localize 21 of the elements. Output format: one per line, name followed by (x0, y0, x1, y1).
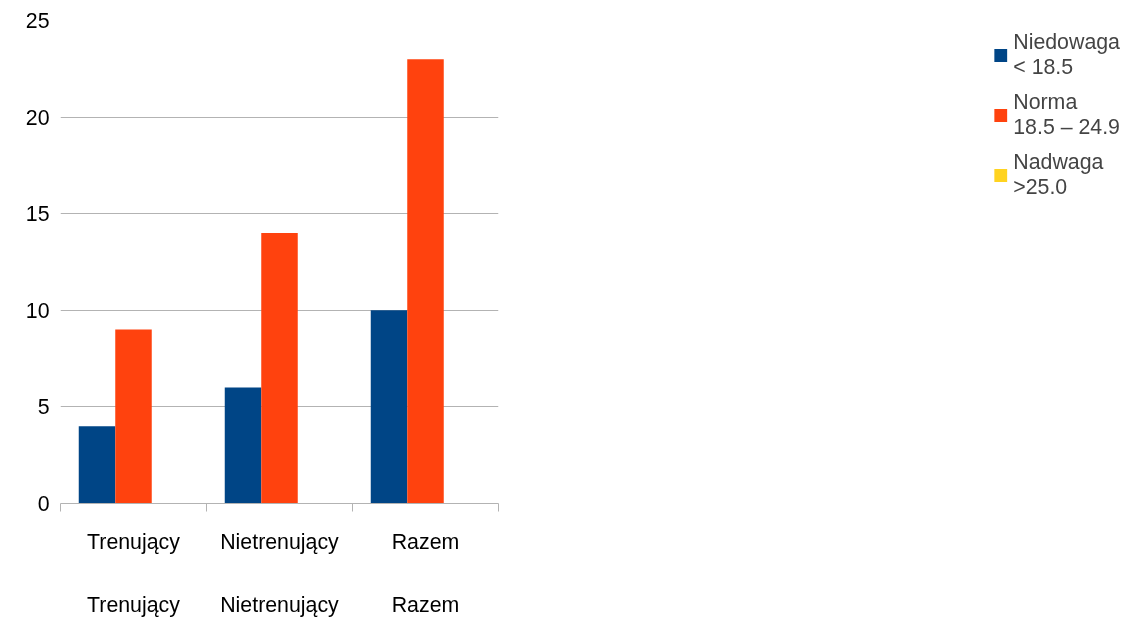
bar (370, 310, 408, 504)
y-tick-label: 25 (25, 9, 50, 33)
bar (115, 329, 152, 504)
x-tick-label: Razem (391, 529, 460, 554)
bar (78, 426, 116, 504)
y-tick-label: 5 (37, 395, 50, 420)
y-tick-label: 15 (25, 202, 50, 227)
y-tick-label: 20 (25, 105, 50, 130)
x-tick-label: Trenujący (87, 529, 181, 554)
bar (407, 59, 444, 504)
text: Nietrenujący (220, 592, 340, 617)
text: Trenujący (87, 592, 181, 617)
x-tick-label: Nietrenujący (220, 529, 340, 554)
y-tick-label: 10 (25, 298, 50, 323)
legend-label: Norma 18.5 – 24.9 (1013, 90, 1120, 140)
legend-label: Nadwaga >25.0 (1013, 150, 1104, 200)
bar (261, 233, 298, 504)
text: Razem (391, 592, 460, 617)
legend-label: Niedowaga < 18.5 (1013, 30, 1120, 80)
y-tick-label: 0 (37, 492, 50, 516)
bar (224, 387, 262, 504)
